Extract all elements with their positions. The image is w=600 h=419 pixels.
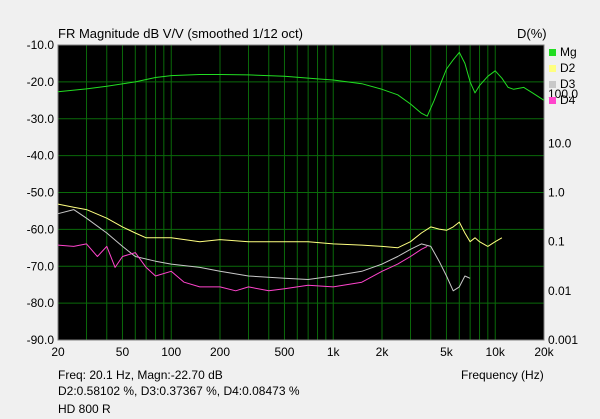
- x-tick-label: 2k: [376, 345, 390, 359]
- legend-label-d4: D4: [560, 93, 576, 107]
- y-tick-label-left: -80.0: [27, 296, 55, 310]
- x-tick-label: 500: [274, 345, 294, 359]
- y-tick-label-left: -70.0: [27, 259, 55, 273]
- y-tick-label-left: -30.0: [27, 112, 55, 126]
- legend-item-d2[interactable]: D2: [549, 60, 577, 76]
- legend-item-mg[interactable]: Mg: [549, 44, 577, 60]
- y-tick-label-right: 0.01: [548, 284, 572, 298]
- legend-item-d3[interactable]: D3: [549, 76, 577, 92]
- y-tick-label-right: 0.1: [548, 235, 565, 249]
- x-tick-label: 20k: [534, 345, 554, 359]
- legend-label-d2: D2: [560, 61, 576, 75]
- legend-swatch-mg: [549, 48, 556, 56]
- x-tick-label: 50: [116, 345, 130, 359]
- chart-title: FR Magnitude dB V/V (smoothed 1/12 oct): [58, 26, 303, 41]
- x-tick-label: 20: [51, 345, 65, 359]
- axes: 20 50 100 200 500 1k 2k 5k 10k 20k -10.0 -20.0 -30.0…: [27, 38, 579, 359]
- cursor-readout-distortion: D2:0.58102 %, D3:0.37367 %, D4:0.08473 %: [58, 384, 300, 398]
- series-line-mg: [57, 51, 545, 117]
- series-line-d2: [57, 203, 503, 249]
- measurement-name: HD 800 R: [58, 402, 111, 416]
- series-line-d4: [57, 243, 428, 292]
- legend-swatch-d4: [549, 96, 556, 104]
- series: [57, 51, 545, 292]
- series-line-d3: [57, 209, 471, 292]
- y-tick-label-left: -40.0: [27, 149, 55, 163]
- legend: Mg D2 D3 D4: [549, 44, 577, 108]
- legend-label-mg: Mg: [560, 45, 577, 59]
- plot-frame: [57, 44, 545, 341]
- x-tick-label: 5k: [440, 345, 454, 359]
- legend-swatch-d3: [549, 80, 556, 88]
- x-tick-label: 10k: [486, 345, 506, 359]
- y-tick-label-right: 10.0: [548, 136, 572, 150]
- cursor-readout-freq: Freq: 20.1 Hz, Magn:-22.70 dB: [58, 368, 223, 382]
- y-tick-label-right: 0.001: [548, 333, 578, 347]
- legend-item-d4[interactable]: D4: [549, 92, 577, 108]
- grid: [57, 44, 545, 341]
- x-axis-label: Frequency (Hz): [461, 368, 544, 382]
- x-tick-label: 200: [210, 345, 230, 359]
- y-tick-label-left: -20.0: [27, 75, 55, 89]
- legend-label-d3: D3: [560, 77, 576, 91]
- x-tick-label: 100: [161, 345, 181, 359]
- y-tick-label-left: -50.0: [27, 186, 55, 200]
- legend-swatch-d2: [549, 64, 556, 72]
- right-axis-title: D(%): [517, 26, 547, 41]
- y-tick-label-left: -10.0: [27, 38, 55, 52]
- x-tick-label: 1k: [327, 345, 341, 359]
- y-tick-label-left: -90.0: [27, 333, 55, 347]
- y-tick-label-left: -60.0: [27, 222, 55, 236]
- y-tick-label-right: 1.0: [548, 186, 565, 200]
